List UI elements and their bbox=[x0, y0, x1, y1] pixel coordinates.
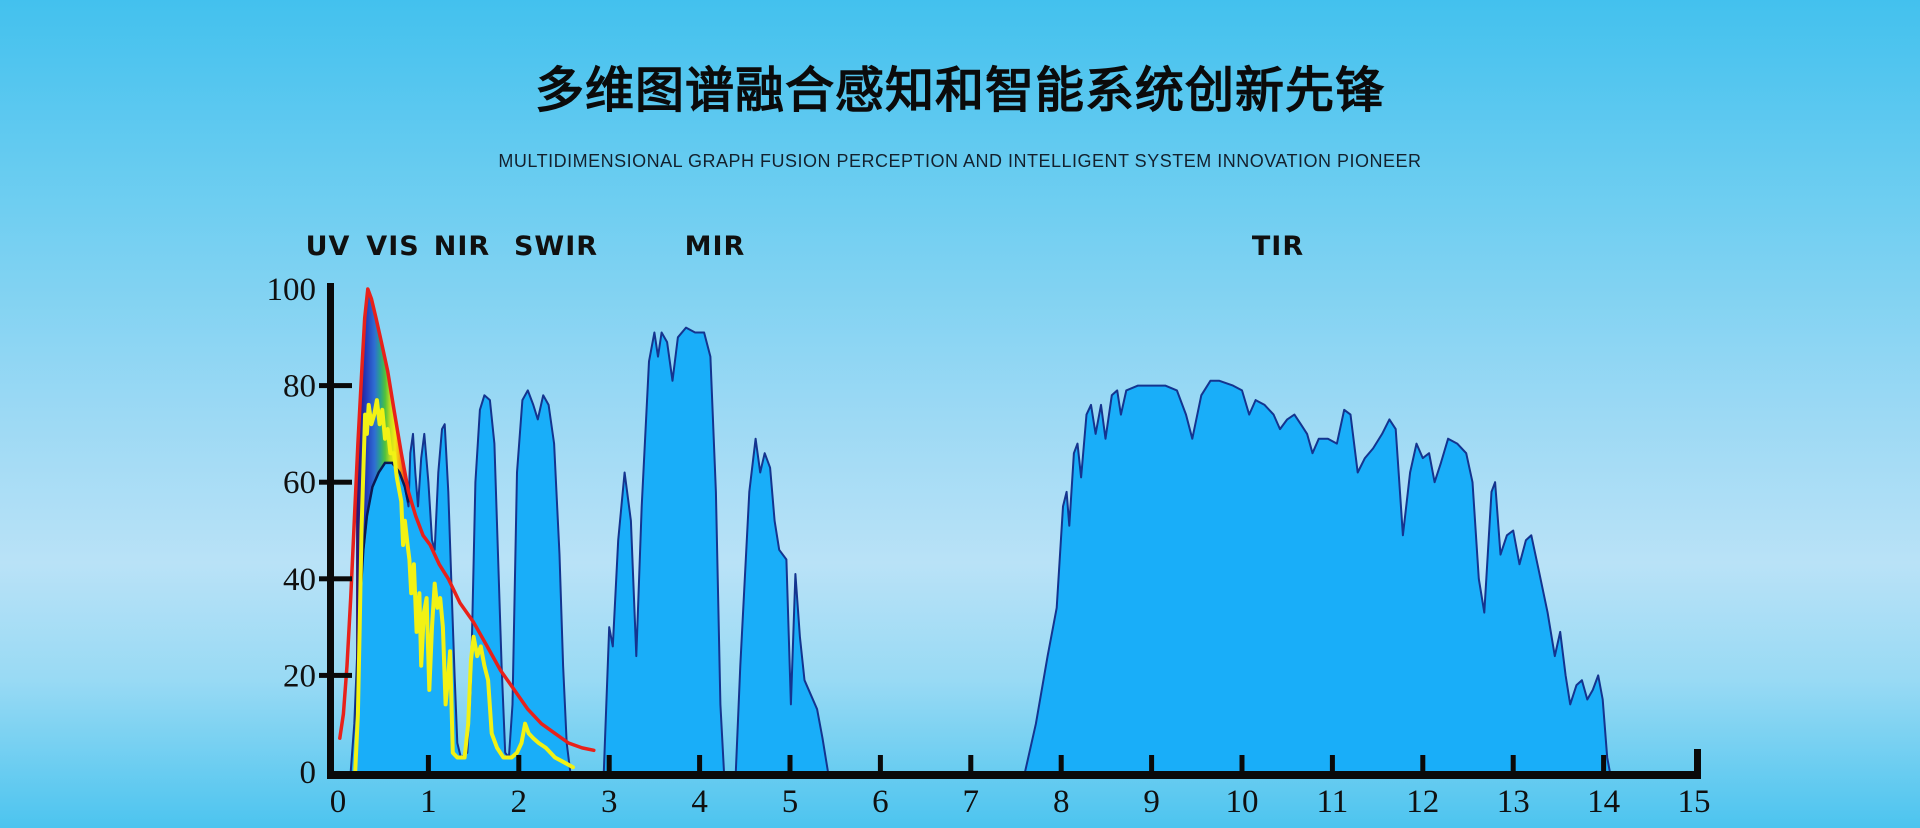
x-tick bbox=[877, 755, 883, 771]
solar-spectrum-yellow bbox=[353, 398, 575, 774]
x-tick-label: 8 bbox=[1053, 784, 1070, 820]
x-tick bbox=[1601, 755, 1607, 771]
y-tick bbox=[319, 576, 352, 582]
x-tick bbox=[516, 755, 522, 771]
x-tick-label: 13 bbox=[1497, 784, 1530, 820]
x-tick-label: 2 bbox=[511, 784, 528, 820]
y-tick-label: 80 bbox=[283, 369, 316, 405]
x-axis bbox=[327, 771, 1701, 779]
x-tick bbox=[1510, 755, 1516, 771]
y-tick-label: 100 bbox=[267, 272, 317, 308]
blackbody-envelope-red bbox=[338, 287, 596, 753]
y-tick bbox=[319, 672, 352, 678]
x-tick-label: 12 bbox=[1406, 784, 1439, 820]
x-tick-label: 3 bbox=[601, 784, 618, 820]
x-tick-label: 15 bbox=[1678, 784, 1711, 820]
y-axis bbox=[327, 283, 334, 779]
x-tick bbox=[425, 755, 431, 771]
atmospheric-window-mir-4.5-5.4um bbox=[734, 437, 829, 778]
x-tick-label: 6 bbox=[872, 784, 889, 820]
x-tick-label: 0 bbox=[330, 784, 347, 820]
x-tick-label: 14 bbox=[1587, 784, 1620, 820]
x-tick-label: 1 bbox=[420, 784, 437, 820]
x-tick bbox=[1329, 755, 1335, 771]
page-subtitle: MULTIDIMENSIONAL GRAPH FUSION PERCEPTION… bbox=[498, 151, 1422, 171]
x-tick bbox=[1149, 755, 1155, 771]
atmospheric-window-tir-8-14um bbox=[1024, 379, 1611, 778]
y-tick bbox=[319, 479, 352, 485]
y-tick bbox=[319, 383, 352, 389]
x-axis-end-tick bbox=[1694, 749, 1701, 773]
x-tick bbox=[606, 755, 612, 771]
x-tick bbox=[968, 755, 974, 771]
x-tick-label: 7 bbox=[963, 784, 980, 820]
y-tick-label: 60 bbox=[283, 465, 316, 501]
y-tick-label: 20 bbox=[283, 658, 316, 694]
x-tick bbox=[1058, 755, 1064, 771]
x-tick bbox=[697, 755, 703, 771]
x-tick-label: 10 bbox=[1226, 784, 1259, 820]
x-tick-label: 9 bbox=[1143, 784, 1160, 820]
page-title: 多维图谱融合感知和智能系统创新先锋 bbox=[534, 64, 1385, 118]
x-tick bbox=[1239, 755, 1245, 771]
atmospheric-window-mir-3-4um bbox=[602, 326, 725, 778]
x-tick-label: 5 bbox=[782, 784, 799, 820]
y-tick-label: 0 bbox=[300, 755, 317, 791]
y-tick-label: 40 bbox=[283, 562, 316, 598]
x-tick-label: 4 bbox=[691, 784, 708, 820]
x-tick bbox=[1420, 755, 1426, 771]
x-tick-label: 11 bbox=[1317, 784, 1349, 820]
x-tick bbox=[787, 755, 793, 771]
